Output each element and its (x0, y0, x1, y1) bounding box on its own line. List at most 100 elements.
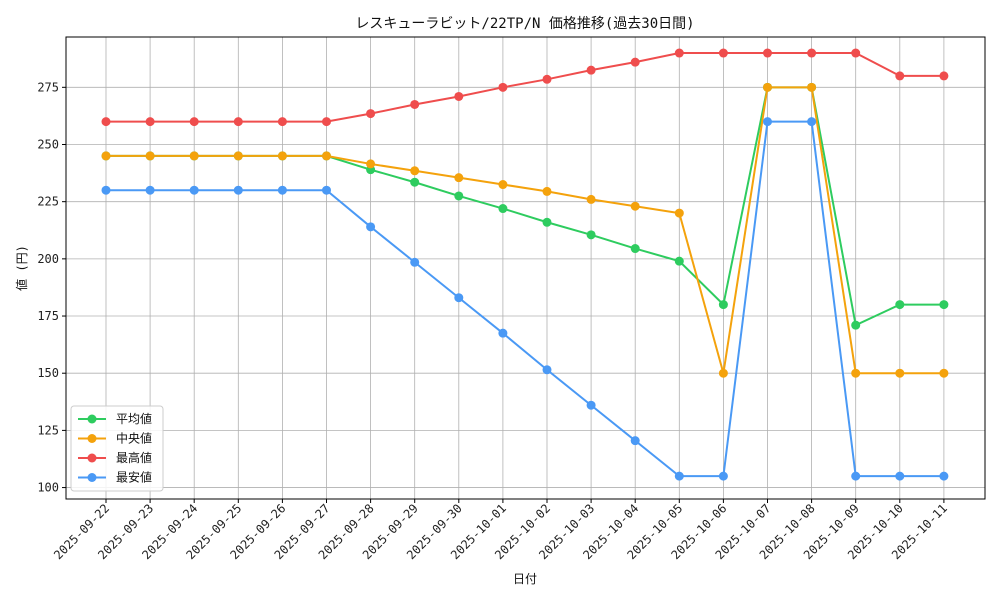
legend-marker (87, 434, 97, 443)
data-point (807, 82, 817, 92)
y-tick-label: 200 (37, 252, 59, 266)
series-2 (101, 48, 949, 127)
series-3 (101, 117, 949, 481)
data-point (586, 400, 596, 410)
data-point (101, 151, 111, 161)
x-axis: 2025-09-222025-09-232025-09-242025-09-25… (51, 499, 950, 562)
data-point (322, 151, 331, 161)
data-point (807, 48, 817, 58)
legend-label: 最高値 (116, 450, 152, 465)
legend-label: 中央値 (116, 431, 152, 446)
data-point (718, 368, 728, 378)
legend-marker (87, 453, 97, 463)
data-point (895, 471, 905, 481)
data-point (101, 117, 111, 127)
data-point (410, 99, 420, 109)
data-point (807, 117, 817, 127)
data-point (145, 185, 155, 195)
y-tick-label: 225 (37, 195, 59, 209)
data-point (851, 320, 861, 330)
data-point (542, 217, 552, 227)
data-point (674, 48, 684, 58)
data-point (410, 177, 420, 187)
data-point (674, 256, 684, 266)
data-point (277, 151, 287, 161)
data-point (233, 117, 243, 127)
data-point (277, 185, 287, 195)
y-tick-label: 100 (37, 481, 59, 495)
data-point (939, 71, 949, 81)
legend-box (70, 405, 164, 492)
y-tick-label: 125 (37, 423, 59, 437)
data-point (498, 180, 508, 190)
data-point (851, 368, 861, 378)
data-point (233, 185, 243, 195)
data-point (366, 159, 376, 169)
series-line (106, 86, 944, 375)
legend-marker (87, 414, 97, 424)
data-point (763, 117, 772, 127)
plot-frame (65, 36, 986, 500)
data-point (322, 185, 331, 195)
legend-label: 平均値 (116, 411, 152, 426)
data-point (630, 201, 640, 211)
data-point (895, 300, 905, 310)
data-point (939, 471, 949, 481)
data-point (454, 293, 464, 303)
y-tick-label: 150 (37, 366, 59, 380)
data-point (895, 368, 905, 378)
data-point (454, 191, 464, 201)
data-point (895, 71, 905, 81)
data-point (630, 244, 640, 254)
data-point (498, 82, 508, 92)
data-point (630, 436, 640, 446)
data-point (718, 48, 728, 58)
data-point (366, 109, 376, 119)
data-point (763, 48, 772, 58)
y-tick-label: 275 (37, 80, 59, 94)
data-point (410, 257, 420, 267)
data-point (277, 117, 287, 127)
y-tick-label: 250 (37, 137, 59, 151)
data-point (498, 328, 508, 338)
data-point (189, 185, 199, 195)
grid-layer (66, 37, 985, 499)
x-axis-label: 日付 (513, 572, 537, 586)
series-1 (101, 82, 949, 378)
data-point (674, 471, 684, 481)
series-line (106, 120, 944, 478)
data-point (101, 185, 111, 195)
y-axis-label: 値 (円) (14, 245, 29, 291)
data-point (410, 166, 420, 176)
data-point (542, 74, 552, 84)
data-point (586, 230, 596, 240)
data-point (454, 91, 464, 101)
data-point (939, 300, 949, 310)
data-point (542, 186, 552, 196)
data-point (498, 204, 508, 214)
data-point (454, 173, 464, 183)
chart-title: レスキューラビット/22TP/N 価格推移(過去30日間) (355, 16, 694, 32)
series-line (106, 52, 944, 123)
series-layer (101, 48, 949, 481)
data-point (145, 151, 155, 161)
y-tick-label: 175 (37, 309, 59, 323)
data-point (939, 368, 949, 378)
legend-marker (87, 473, 97, 482)
data-point (630, 57, 640, 67)
data-point (189, 151, 199, 161)
data-point (233, 151, 243, 161)
legend-label: 最安値 (116, 470, 152, 485)
data-point (674, 208, 684, 218)
data-point (189, 117, 199, 127)
data-point (763, 82, 772, 92)
data-point (366, 222, 376, 232)
data-point (586, 65, 596, 75)
data-point (718, 471, 728, 481)
y-axis: 100 125 150 175 200 225 250 275 (37, 80, 66, 495)
data-point (586, 194, 596, 204)
data-point (851, 471, 861, 481)
series-line (106, 86, 944, 327)
data-point (145, 117, 155, 127)
